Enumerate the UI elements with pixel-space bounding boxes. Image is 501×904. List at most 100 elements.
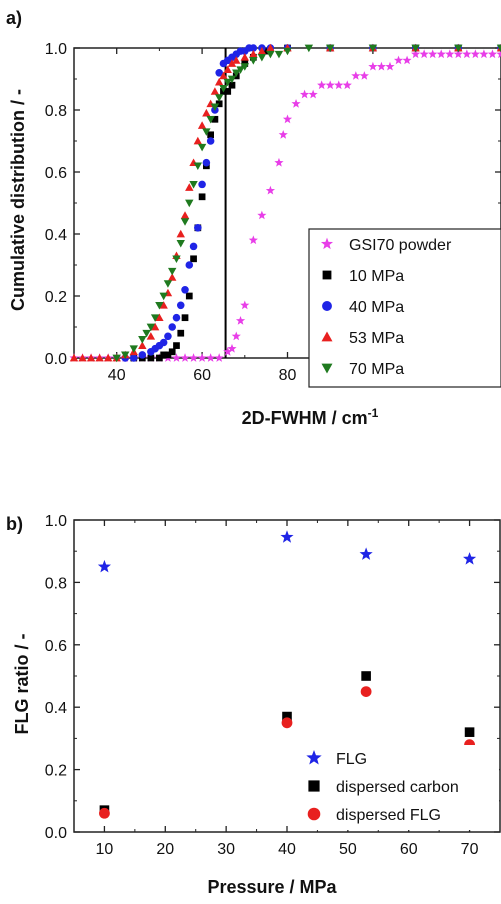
data-point — [236, 66, 245, 74]
data-point — [215, 69, 223, 77]
data-point — [194, 224, 202, 232]
data-point — [198, 180, 206, 189]
data-point — [121, 351, 130, 360]
x-tick-label: 20 — [156, 841, 174, 858]
data-point — [214, 353, 224, 362]
x-tick-label: 60 — [400, 841, 418, 858]
data-point — [240, 53, 249, 61]
data-point — [464, 727, 475, 737]
data-point — [185, 183, 194, 191]
legend-label: dispersed carbon — [336, 779, 459, 796]
data-point — [304, 44, 314, 53]
data-point — [176, 229, 185, 238]
data-point — [249, 50, 258, 58]
data-point — [185, 261, 194, 269]
data-point — [419, 49, 429, 59]
data-point — [78, 353, 87, 362]
data-point — [193, 136, 203, 145]
panel-a: a) 0.00.20.40.60.81.0406080100120GSI70 p… — [6, 8, 501, 428]
data-point — [211, 115, 219, 123]
data-point — [206, 115, 215, 124]
data-point — [334, 80, 344, 90]
data-point — [496, 49, 501, 59]
data-point — [193, 162, 203, 170]
data-point — [299, 89, 310, 99]
data-point — [266, 50, 275, 59]
data-point — [129, 345, 138, 353]
data-point — [97, 559, 111, 573]
y-tick-label: 0.8 — [45, 103, 67, 120]
data-point — [240, 300, 250, 310]
legend-marker — [307, 807, 321, 821]
data-point — [249, 57, 258, 65]
data-point — [224, 88, 232, 95]
data-point — [453, 49, 463, 59]
data-point — [215, 100, 223, 108]
data-point — [210, 103, 220, 112]
data-point — [240, 63, 249, 71]
data-point — [282, 114, 293, 124]
data-point — [223, 65, 232, 74]
legend-label: 53 MPa — [349, 330, 404, 347]
y-tick-label: 1.0 — [45, 41, 67, 58]
data-point — [188, 353, 199, 362]
data-point — [164, 332, 172, 341]
data-point — [172, 313, 181, 322]
data-point — [164, 351, 172, 359]
y-tick-label: 0.4 — [45, 227, 67, 244]
data-point — [291, 98, 301, 108]
data-point — [223, 78, 232, 87]
data-point — [156, 354, 163, 362]
data-point — [436, 49, 446, 59]
data-point — [198, 193, 206, 201]
data-point — [180, 353, 190, 362]
data-point — [266, 43, 275, 52]
data-point — [232, 56, 241, 64]
legend-label: 10 MPa — [349, 268, 404, 285]
y-tick-label: 0.2 — [45, 289, 67, 306]
data-point — [181, 314, 189, 322]
data-point — [95, 353, 104, 362]
y-tick-label: 0.0 — [45, 825, 67, 842]
data-point — [197, 353, 207, 362]
data-point — [181, 286, 189, 294]
data-point — [278, 129, 288, 139]
panel-b-x-axis-title: Pressure / MPa — [207, 877, 337, 897]
data-point — [189, 242, 198, 251]
data-point — [189, 181, 198, 189]
x-tick-label: 70 — [461, 841, 479, 858]
data-point — [155, 313, 164, 322]
data-point — [368, 44, 378, 53]
data-point — [202, 108, 211, 117]
data-point — [227, 59, 237, 67]
data-point — [232, 69, 241, 77]
data-point — [317, 80, 327, 90]
data-point — [130, 354, 138, 362]
data-point — [257, 53, 267, 62]
data-point — [155, 301, 164, 310]
data-point — [138, 336, 147, 344]
data-point — [445, 49, 455, 59]
data-point — [227, 343, 237, 353]
data-point — [99, 807, 110, 819]
data-point — [206, 353, 216, 362]
data-point — [227, 75, 237, 84]
data-point — [214, 77, 224, 86]
data-point — [359, 547, 373, 560]
data-point — [147, 354, 155, 362]
data-point — [219, 84, 228, 93]
data-point — [103, 353, 113, 362]
data-point — [197, 143, 207, 152]
data-point — [376, 61, 387, 71]
data-point — [361, 671, 371, 681]
data-point — [228, 81, 236, 89]
data-point — [219, 71, 228, 80]
data-point — [168, 323, 176, 331]
data-point — [411, 44, 420, 53]
data-point — [176, 239, 185, 248]
legend-marker — [322, 301, 332, 311]
panel-a-x-axis-title: 2D-FWHM / cm-1 — [242, 406, 379, 428]
data-point — [207, 131, 214, 139]
